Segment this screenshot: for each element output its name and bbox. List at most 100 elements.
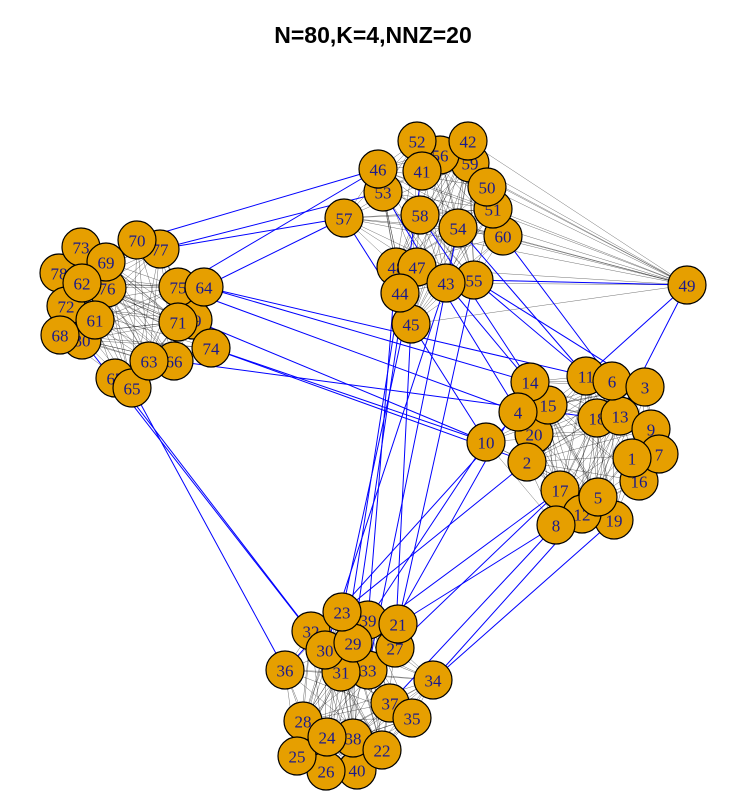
node-circle: [380, 273, 420, 313]
node-label: 58: [412, 207, 429, 226]
node-label: 44: [392, 285, 410, 304]
between-edge: [159, 217, 345, 250]
node-circle: [392, 698, 432, 738]
within-edge: [136, 239, 175, 362]
node-10: 10: [466, 422, 506, 462]
within-edge: [467, 140, 688, 286]
node-label: 62: [74, 275, 91, 294]
node-label: 23: [334, 604, 351, 623]
node-label: 27: [387, 640, 405, 659]
node-label: 69: [98, 254, 115, 273]
node-circle: [158, 302, 198, 342]
between-edge: [367, 441, 487, 621]
node-63: 63: [129, 341, 169, 381]
between-edge: [394, 323, 412, 649]
node-label: 2: [523, 454, 532, 473]
node-label: 68: [52, 327, 69, 346]
node-label: 15: [540, 397, 557, 416]
node-label: 7: [655, 446, 664, 465]
node-label: 47: [409, 259, 427, 278]
between-edge: [341, 461, 528, 613]
node-label: 29: [345, 635, 362, 654]
node-1: 1: [612, 438, 652, 478]
nodes-layer: 8079787776757473727170696867666564636261…: [39, 121, 707, 791]
between-edge: [136, 168, 379, 241]
node-circle: [667, 265, 707, 305]
node-3: 3: [625, 367, 665, 407]
node-4: 4: [498, 392, 538, 432]
node-circle: [277, 736, 317, 776]
node-label: 71: [170, 314, 187, 333]
within-edge: [377, 168, 494, 210]
node-label: 11: [578, 368, 594, 387]
node-74: 74: [191, 328, 231, 368]
between-edge: [210, 347, 487, 443]
node-label: 19: [606, 512, 623, 531]
node-label: 55: [466, 272, 483, 291]
node-2: 2: [507, 442, 547, 482]
node-68: 68: [40, 315, 80, 355]
node-8: 8: [536, 505, 576, 545]
node-circle: [578, 477, 618, 517]
node-label: 39: [360, 612, 377, 631]
node-circle: [467, 167, 507, 207]
node-42: 42: [448, 121, 488, 161]
between-cluster-edges: [81, 168, 688, 704]
node-label: 63: [141, 353, 158, 372]
node-36: 36: [265, 650, 305, 690]
node-62: 62: [62, 263, 102, 303]
node-71: 71: [158, 302, 198, 342]
node-circle: [378, 604, 418, 644]
between-edge: [203, 217, 345, 288]
node-circle: [75, 300, 115, 340]
node-label: 13: [612, 408, 629, 427]
node-43: 43: [426, 263, 466, 303]
node-55: 55: [454, 260, 494, 300]
node-label: 20: [526, 426, 543, 445]
node-label: 30: [317, 642, 334, 661]
node-label: 10: [478, 434, 495, 453]
node-circle: [413, 660, 453, 700]
node-circle: [62, 263, 102, 303]
node-circle: [400, 195, 440, 235]
node-46: 46: [358, 149, 398, 189]
node-57: 57: [324, 198, 364, 238]
node-52: 52: [397, 121, 437, 161]
node-label: 34: [425, 672, 443, 691]
between-edge: [177, 168, 379, 288]
within-edge: [136, 239, 150, 362]
between-edge: [131, 387, 286, 671]
node-label: 8: [552, 517, 561, 536]
node-label: 5: [594, 489, 603, 508]
between-edge: [177, 286, 519, 413]
node-34: 34: [413, 660, 453, 700]
node-label: 60: [495, 228, 512, 247]
node-label: 72: [58, 298, 75, 317]
node-circle: [498, 392, 538, 432]
node-label: 43: [438, 275, 455, 294]
node-circle: [402, 151, 442, 191]
node-25: 25: [277, 736, 317, 776]
between-edge: [203, 286, 531, 383]
node-label: 24: [319, 729, 337, 748]
node-label: 70: [129, 232, 146, 251]
node-44: 44: [380, 273, 420, 313]
node-label: 52: [409, 133, 426, 152]
node-24: 24: [307, 717, 347, 757]
node-label: 45: [403, 316, 420, 335]
between-edge: [397, 524, 557, 625]
node-label: 38: [345, 730, 362, 749]
node-41: 41: [402, 151, 442, 191]
between-edge: [473, 279, 688, 286]
within-edge: [502, 235, 688, 286]
node-circle: [536, 505, 576, 545]
between-edge: [585, 284, 688, 377]
node-label: 25: [289, 748, 306, 767]
node-5: 5: [578, 477, 618, 517]
between-edge: [457, 227, 587, 377]
node-label: 42: [460, 133, 477, 152]
node-circle: [466, 422, 506, 462]
node-circle: [40, 315, 80, 355]
node-22: 22: [362, 730, 402, 770]
node-circle: [307, 717, 347, 757]
